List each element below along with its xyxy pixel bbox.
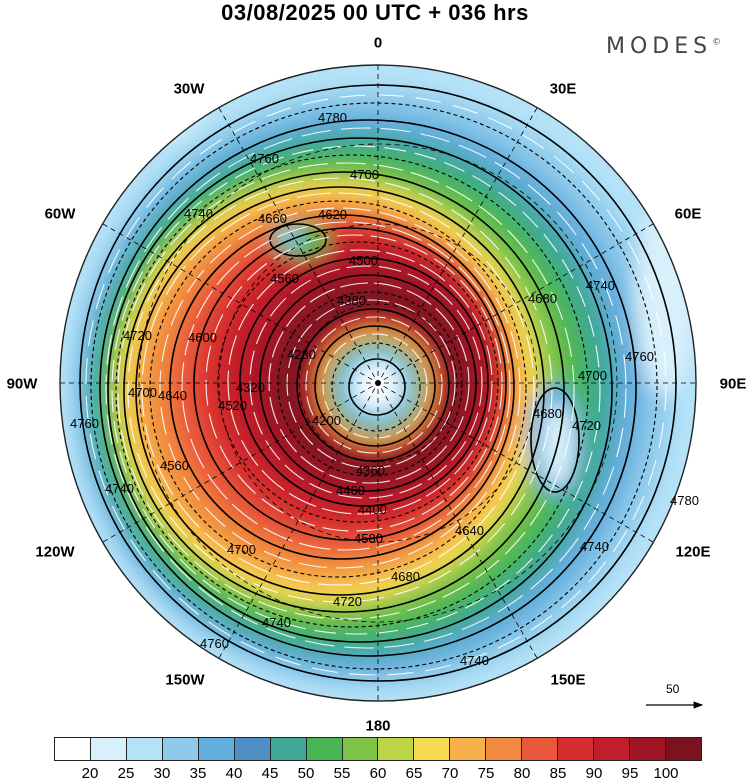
colorbar-tick-label: 25 — [117, 765, 135, 782]
brand-mark: © — [712, 37, 722, 48]
colorbar-box — [90, 738, 127, 760]
contour-label: 4720 — [572, 418, 601, 433]
contour-label: 4520 — [218, 398, 247, 413]
contour-label: 4740 — [580, 539, 609, 554]
map-title: 03/08/2025 00 UTC + 036 hrs — [221, 0, 529, 25]
contour-label: 4740 — [460, 653, 489, 668]
colorbar-box — [558, 738, 595, 760]
lon-label-30w: 30W — [173, 80, 205, 98]
colorbar-tick-label: 35 — [189, 765, 207, 782]
lon-label-90e: 90E — [719, 375, 747, 393]
contour-label: 4720 — [123, 328, 152, 343]
contour-label: 4200 — [312, 413, 341, 428]
colorbar-box — [378, 738, 415, 760]
contour-label: 4680 — [533, 406, 562, 421]
wind-speed-shading — [60, 65, 696, 701]
colorbar-tick-label: 65 — [405, 765, 423, 782]
colorbar-tick-label: 45 — [261, 765, 279, 782]
contour-label: 4640 — [158, 388, 187, 403]
contour-label: 4320 — [236, 380, 265, 395]
pole-marker — [375, 380, 381, 386]
contour-label: 4780 — [670, 493, 699, 508]
contour-label: 4760 — [200, 636, 229, 651]
colorbar-tick-label: 70 — [441, 765, 459, 782]
polar-map: 4780 4760 4700 4740 4660 4620 4560 4500 … — [59, 64, 704, 709]
contour-label: 4500 — [349, 253, 378, 268]
colorbar-tick-label: 95 — [621, 765, 639, 782]
contour-label: 4780 — [318, 110, 347, 125]
colorbar-box — [522, 738, 559, 760]
colorbar-box — [342, 738, 379, 760]
contour-label: 4460 — [336, 483, 365, 498]
contour-label: 4700 — [350, 167, 379, 182]
contour-label: 4680 — [528, 291, 557, 306]
colorbar-box — [55, 738, 91, 760]
brand-name: MODES — [606, 34, 713, 59]
contour-label: 4740 — [105, 481, 134, 496]
colorbar-box — [306, 738, 343, 760]
contour-label: 4700 — [578, 368, 607, 383]
colorbar-tick-label: 60 — [369, 765, 387, 782]
contour-label: 4560 — [160, 458, 189, 473]
lon-label-180: 180 — [365, 717, 391, 735]
brand-logo: MODES© — [606, 34, 721, 59]
colorbar-tick-label: 30 — [153, 765, 171, 782]
wind-streamlines — [85, 94, 667, 676]
colorbar-tick-label: 80 — [513, 765, 531, 782]
contour-label: 4640 — [455, 523, 484, 538]
contour-label: 4560 — [270, 271, 299, 286]
colorbar-tick-label: 100 — [653, 765, 679, 782]
contour-label: 4280 — [287, 347, 316, 362]
colorbar-tick-label: 20 — [81, 765, 99, 782]
colorbar-box — [665, 738, 701, 760]
contour-label: 4580 — [354, 531, 383, 546]
contour-label: 4620 — [318, 207, 347, 222]
colorbar-box — [162, 738, 199, 760]
colorbar-tick-label: 40 — [225, 765, 243, 782]
contour-label: 4380 — [337, 293, 366, 308]
colorbar-box — [414, 738, 451, 760]
lon-label-90w: 90W — [6, 375, 38, 393]
colorbar-box — [594, 738, 630, 760]
map-border — [59, 64, 697, 702]
colorbar-box — [630, 738, 666, 760]
contour-label: 4660 — [258, 211, 287, 226]
contour-label: 4740 — [262, 615, 291, 630]
contour-label: 4360 — [356, 463, 385, 478]
contour-label: 4720 — [333, 594, 362, 609]
colorbar-box — [126, 738, 163, 760]
colorbar-tick-label: 50 — [297, 765, 315, 782]
contour-label: 4760 — [625, 349, 654, 364]
colorbar-tick-label: 85 — [549, 765, 567, 782]
lon-label-150w: 150W — [165, 671, 205, 689]
colorbar-box — [234, 738, 271, 760]
colorbar-box — [270, 738, 307, 760]
contour-label: 4740 — [184, 206, 213, 221]
lon-label-0: 0 — [373, 34, 383, 52]
contour-label: 4700 — [128, 385, 157, 400]
colorbar-box — [450, 738, 487, 760]
lon-label-120e: 120E — [675, 543, 711, 561]
lon-label-150e: 150E — [550, 671, 586, 689]
colorbar-box — [486, 738, 523, 760]
lon-label-120w: 120W — [35, 543, 75, 561]
contour-label: 4700 — [227, 542, 256, 557]
lon-label-60e: 60E — [674, 205, 702, 223]
contour-label: 4760 — [70, 416, 99, 431]
colorbar-box — [198, 738, 235, 760]
contour-label: 4600 — [188, 330, 217, 345]
colorbar-tick-label: 75 — [477, 765, 495, 782]
contour-label-group: 4780 4760 4700 4740 4660 4620 4560 4500 … — [70, 110, 699, 668]
contour-label: 4680 — [391, 569, 420, 584]
colorbar — [54, 737, 702, 761]
contour-label: 4760 — [250, 151, 279, 166]
contour-label: 4740 — [586, 278, 615, 293]
contour-label: 4400 — [358, 502, 387, 517]
colorbar-tick-label: 90 — [585, 765, 603, 782]
lon-label-60w: 60W — [44, 205, 76, 223]
colorbar-tick-label: 55 — [333, 765, 351, 782]
lon-label-30e: 30E — [549, 80, 577, 98]
reference-vector-label: 50 — [666, 682, 680, 696]
